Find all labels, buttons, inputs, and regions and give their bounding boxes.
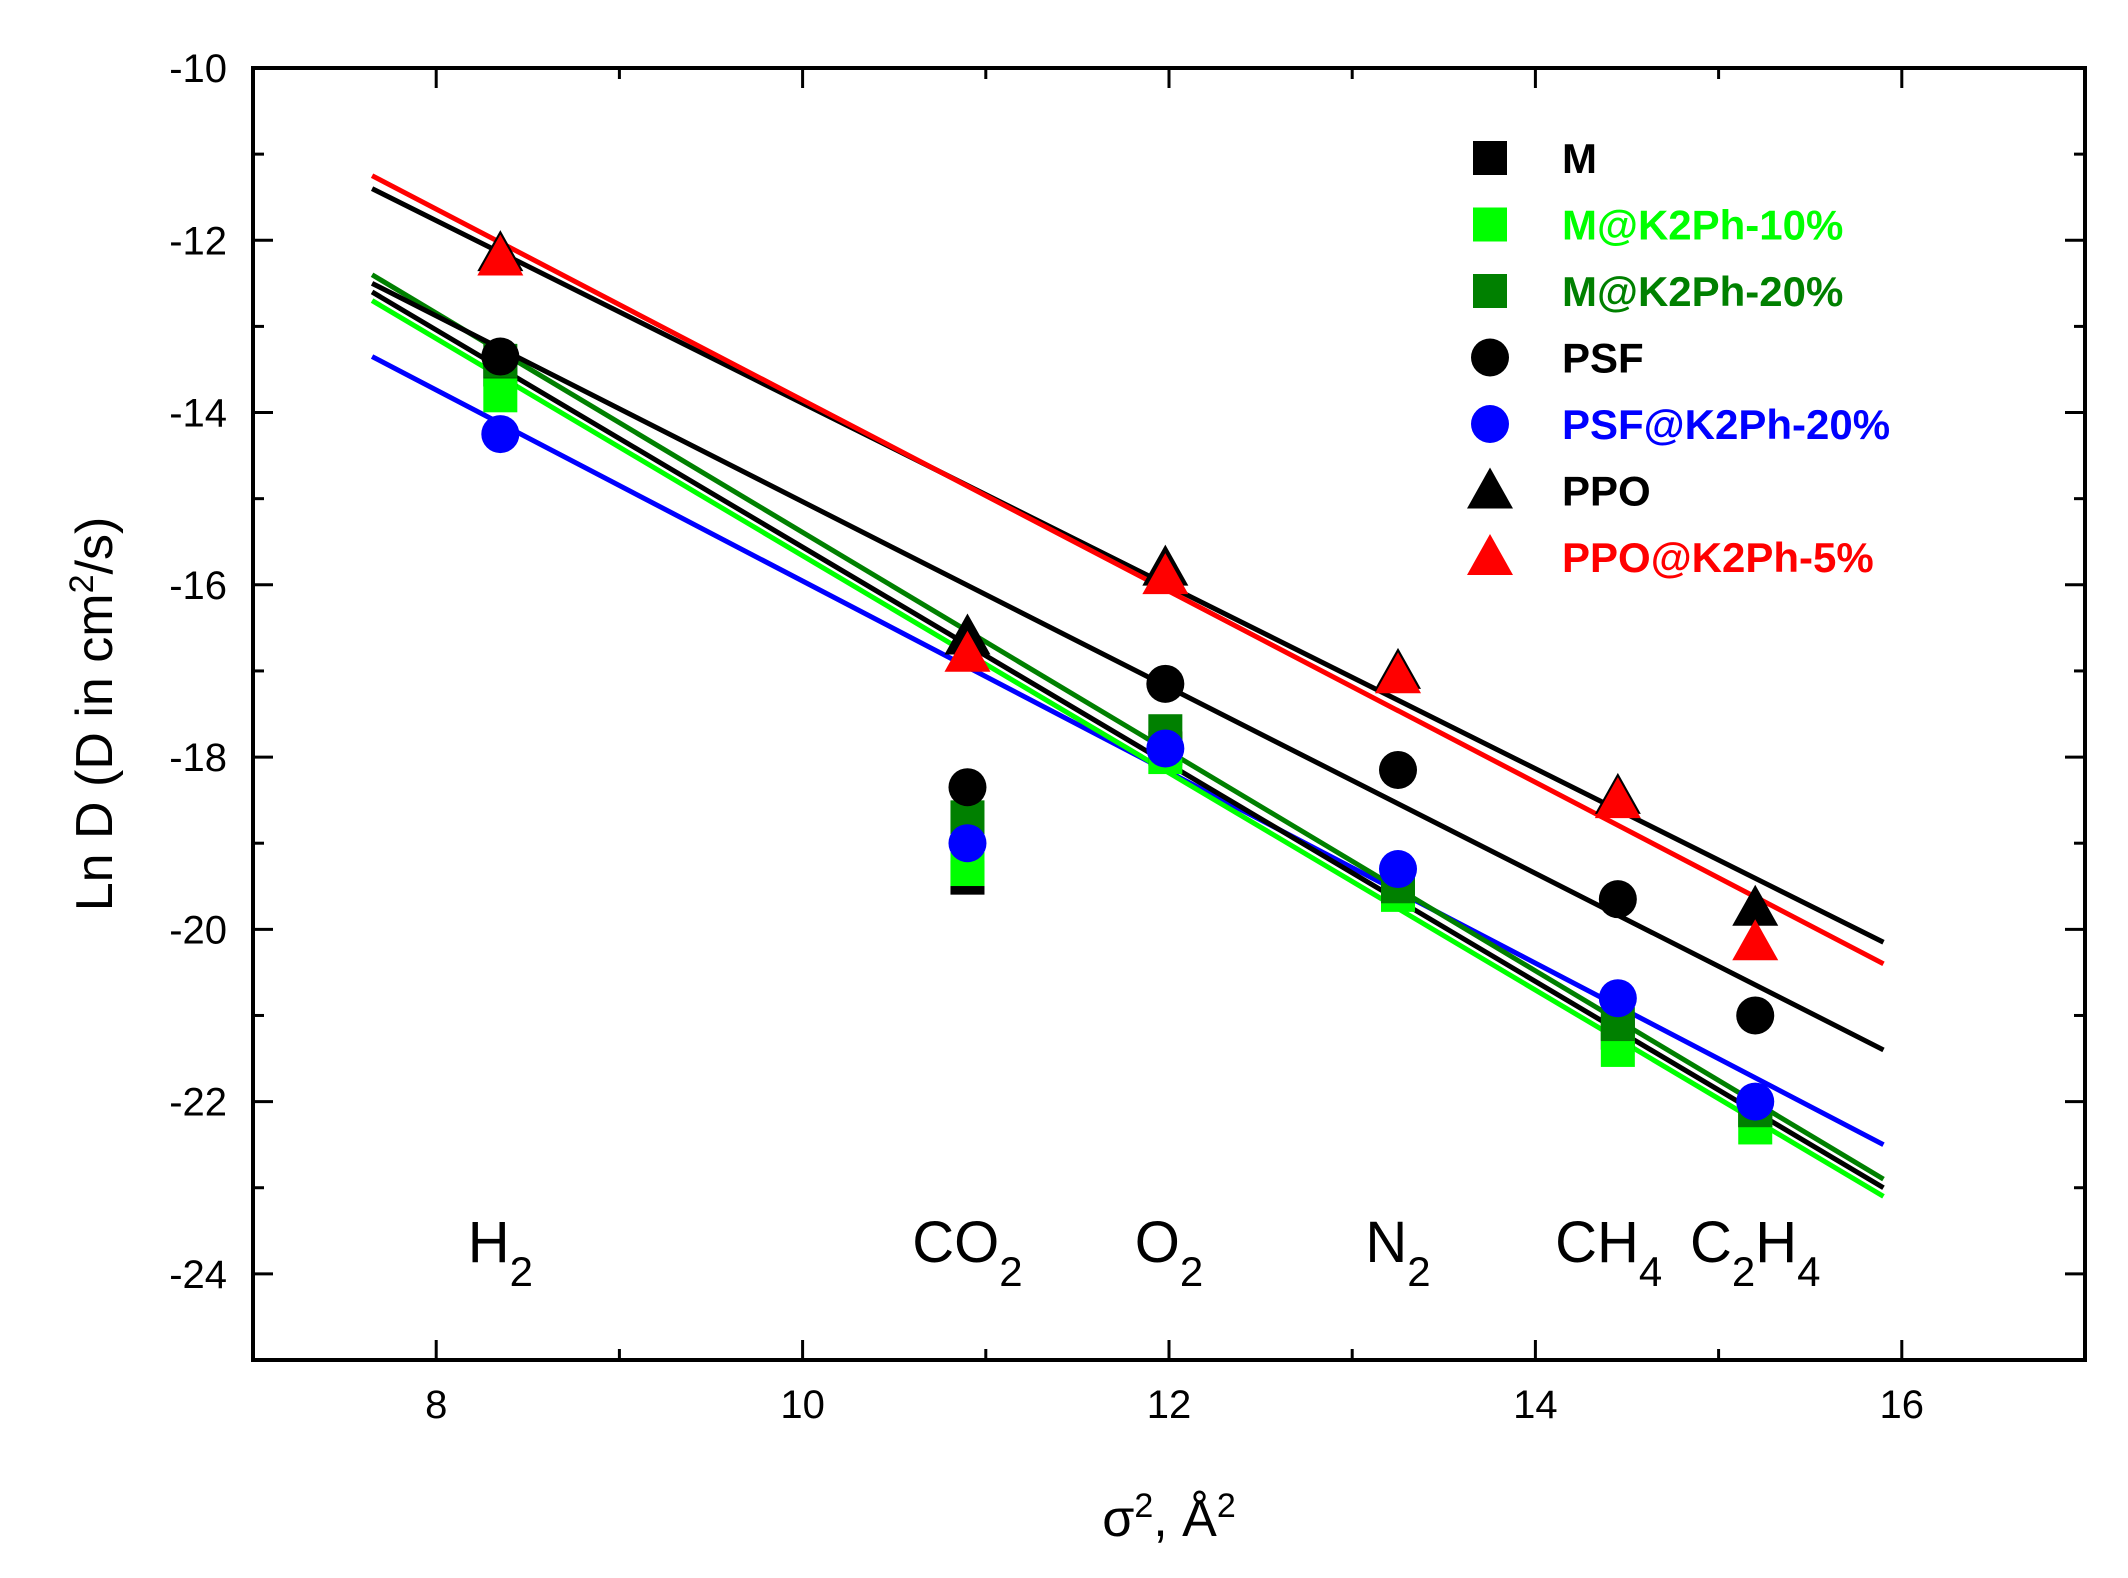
data-point-6 — [944, 630, 991, 672]
legend-marker-2 — [1473, 274, 1507, 308]
gas-label-subscript: 2 — [1407, 1248, 1430, 1295]
gas-label-subscript: 4 — [1639, 1248, 1662, 1295]
data-point-5 — [1732, 884, 1779, 926]
data-point-3 — [1379, 750, 1417, 789]
gas-label-subscript: 2 — [999, 1248, 1022, 1295]
gas-label-text: H — [1755, 1210, 1797, 1275]
legend: M M@K2Ph-10% M@K2Ph-20% PSF PSF@K2Ph-20% PPO P… — [1467, 135, 1890, 581]
y-tick-label: -22 — [169, 1081, 227, 1125]
x-axis-title-sup1: 2 — [1134, 1487, 1153, 1525]
legend-marker-5 — [1467, 467, 1513, 509]
gas-label-text: CO — [912, 1210, 999, 1275]
gas-label: N2 — [1365, 1210, 1430, 1295]
x-axis-title: σ2, Å2 — [1102, 1487, 1236, 1548]
x-tick-label: 10 — [780, 1383, 825, 1427]
fit-line-3 — [370, 281, 1885, 1053]
legend-label-2: M@K2Ph-20% — [1562, 268, 1843, 315]
data-point-6 — [477, 234, 524, 276]
data-point-4 — [1146, 729, 1185, 768]
legend-marker-4 — [1471, 405, 1509, 443]
x-axis-title-sup2: 2 — [1217, 1487, 1236, 1525]
gas-label-subscript: 2 — [1732, 1248, 1755, 1295]
y-tick-label: -12 — [169, 219, 227, 263]
legend-label-0: M — [1562, 135, 1597, 182]
gas-label-subscript: 2 — [510, 1248, 533, 1295]
legend-marker-6 — [1467, 534, 1513, 575]
legend-label-5: PPO — [1562, 468, 1651, 515]
gas-label-text: CH — [1555, 1210, 1639, 1275]
data-point-3 — [1598, 880, 1637, 919]
gas-label-text: C — [1690, 1210, 1732, 1275]
data-point-4 — [1379, 850, 1417, 889]
x-tick-label: 16 — [1880, 1383, 1925, 1427]
x-tick-label: 14 — [1513, 1383, 1558, 1427]
data-point-4 — [1598, 979, 1637, 1018]
data-point-6 — [1142, 553, 1189, 595]
gas-label-subscript: 2 — [1180, 1248, 1203, 1295]
y-tick-label: -14 — [169, 392, 227, 436]
y-tick-label: -16 — [169, 564, 227, 608]
data-point-6 — [1375, 652, 1421, 694]
gas-label: H2 — [468, 1210, 533, 1295]
data-point-3 — [481, 337, 520, 376]
data-markers — [477, 230, 1779, 1145]
x-tick-label: 12 — [1147, 1383, 1192, 1427]
data-point-4 — [481, 415, 520, 454]
y-axis-title-pre: Ln D (D in cm — [66, 593, 124, 911]
gas-labels: H2 CO2 O2 N2 CH4 C2H4 — [468, 1210, 1821, 1295]
legend-label-4: PSF@K2Ph-20% — [1562, 401, 1890, 448]
legend-marker-0 — [1473, 141, 1507, 175]
data-point-4 — [1736, 1082, 1775, 1121]
y-tick-label: -20 — [169, 908, 227, 952]
y-tick-label: -18 — [169, 736, 227, 780]
legend-label-1: M@K2Ph-10% — [1562, 202, 1843, 249]
y-tick-label: -24 — [169, 1253, 227, 1297]
data-point-6 — [1594, 777, 1641, 819]
y-axis-title-post: /s) — [66, 517, 124, 575]
y-tick-label: -10 — [169, 47, 227, 91]
gas-label-subscript: 4 — [1797, 1248, 1820, 1295]
gas-label: CO2 — [912, 1210, 1022, 1295]
x-axis-title-mid: , Å — [1153, 1490, 1217, 1548]
gas-label-text: H — [468, 1210, 510, 1275]
gas-label-text: O — [1135, 1210, 1180, 1275]
data-point-3 — [1736, 996, 1775, 1035]
gas-label: C2H4 — [1690, 1210, 1821, 1295]
data-point-1 — [483, 378, 518, 413]
legend-marker-1 — [1473, 207, 1507, 242]
gas-label-text: N — [1365, 1210, 1407, 1275]
gas-label: CH4 — [1555, 1210, 1662, 1295]
fit-line-6 — [370, 173, 1885, 967]
axis-ticks: 8 10 12 14 16 -10 -12 -14 -16 -18 -20 -22 -24 — [169, 47, 2087, 1427]
legend-label-6: PPO@K2Ph-5% — [1562, 534, 1874, 581]
x-tick-label: 8 — [425, 1383, 447, 1427]
data-point-3 — [948, 768, 987, 807]
data-point-6 — [1732, 919, 1779, 961]
legend-marker-3 — [1471, 338, 1509, 377]
data-point-3 — [1146, 664, 1185, 703]
legend-label-3: PSF — [1562, 335, 1644, 382]
y-axis-title: Ln D (D in cm2/s) — [63, 517, 124, 912]
gas-label: O2 — [1135, 1210, 1203, 1295]
data-point-4 — [948, 824, 987, 863]
y-axis-title-sup: 2 — [63, 575, 101, 594]
x-axis-title-symbol: σ — [1102, 1490, 1134, 1548]
